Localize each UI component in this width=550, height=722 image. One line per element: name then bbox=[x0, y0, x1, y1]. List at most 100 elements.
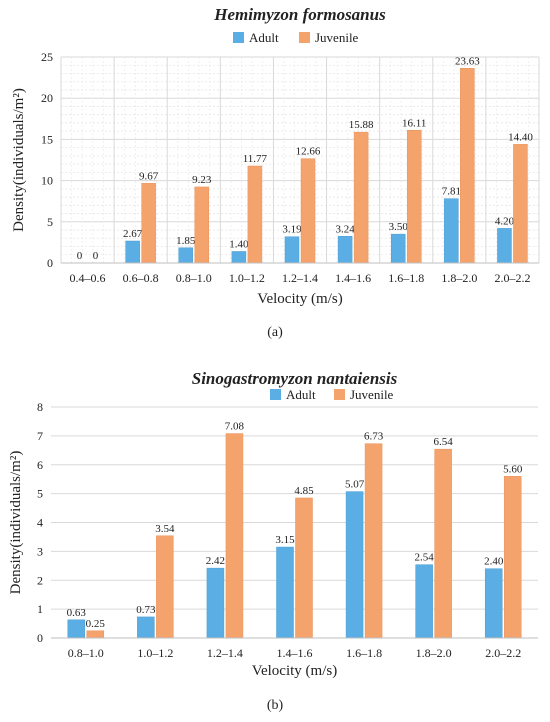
legend-swatch-juvenile bbox=[299, 32, 310, 43]
x-tick-label: 0.8–1.0 bbox=[176, 271, 212, 285]
legend-swatch-adult bbox=[233, 32, 244, 43]
legend-label-adult: Adult bbox=[249, 30, 279, 45]
bar-adult bbox=[337, 236, 353, 264]
y-tick-label: 15 bbox=[41, 132, 53, 146]
bar-juvenile bbox=[460, 68, 475, 264]
x-tick-label: 1.2–1.4 bbox=[282, 271, 318, 285]
bar-juvenile bbox=[295, 497, 313, 639]
data-label-adult: 2.40 bbox=[484, 556, 504, 568]
data-label-juvenile: 6.54 bbox=[434, 436, 454, 448]
data-label-juvenile: 15.88 bbox=[349, 119, 374, 131]
bar-juvenile bbox=[364, 443, 383, 639]
y-tick-label: 6 bbox=[37, 458, 43, 472]
bar-adult bbox=[345, 491, 364, 639]
bar-adult bbox=[415, 564, 433, 639]
chart-title: Hemimyzon formosanus bbox=[213, 5, 386, 24]
data-label-juvenile: 11.77 bbox=[243, 153, 268, 165]
bar-adult bbox=[276, 546, 294, 639]
data-label-juvenile: 0 bbox=[93, 250, 99, 262]
legend-label-adult: Adult bbox=[286, 387, 316, 402]
bar-juvenile bbox=[225, 433, 244, 639]
bar-juvenile bbox=[300, 158, 316, 264]
x-tick-label: 1.0–1.2 bbox=[229, 271, 265, 285]
data-label-adult: 2.67 bbox=[123, 228, 143, 240]
x-tick-label: 1.2–1.4 bbox=[207, 646, 243, 660]
x-tick-label: 1.8–2.0 bbox=[416, 646, 452, 660]
legend-label-juvenile: Juvenile bbox=[350, 387, 394, 402]
y-tick-label: 5 bbox=[37, 487, 43, 501]
data-label-adult: 5.07 bbox=[345, 479, 365, 491]
bar-adult bbox=[125, 240, 140, 264]
data-label-juvenile: 3.54 bbox=[155, 523, 175, 535]
bar-adult bbox=[484, 568, 503, 639]
data-label-juvenile: 0.25 bbox=[86, 618, 106, 630]
x-tick-label: 1.8–2.0 bbox=[441, 271, 477, 285]
x-tick-label: 1.0–1.2 bbox=[137, 646, 173, 660]
y-tick-label: 5 bbox=[47, 215, 53, 229]
chart-panel-b: Sinogastromyzon nantaiensis Adult Juvenile… bbox=[0, 365, 550, 717]
bar-juvenile bbox=[247, 165, 263, 264]
y-tick-label: 8 bbox=[37, 400, 43, 414]
bar-juvenile bbox=[156, 535, 174, 639]
x-tick-label: 0.6–0.8 bbox=[123, 271, 159, 285]
y-tick-label: 1 bbox=[37, 602, 43, 616]
bar-juvenile bbox=[503, 476, 522, 639]
data-label-juvenile: 16.11 bbox=[402, 117, 426, 129]
data-label-adult: 4.20 bbox=[495, 215, 515, 227]
y-tick-label: 7 bbox=[37, 429, 43, 443]
chart-panel-a: Hemimyzon formosanus Adult Juvenile 0 5 10 15 2… bbox=[0, 0, 550, 345]
data-label-adult: 0 bbox=[77, 250, 83, 262]
data-label-adult: 1.85 bbox=[176, 235, 196, 247]
bar-juvenile bbox=[406, 130, 422, 264]
bar-adult bbox=[178, 247, 194, 264]
y-tick-label: 0 bbox=[47, 256, 53, 270]
bar-adult bbox=[284, 236, 300, 264]
panel-label: (a) bbox=[267, 325, 283, 340]
y-tick-label: 25 bbox=[41, 50, 53, 64]
y-tick-label: 4 bbox=[37, 516, 43, 530]
data-label-adult: 1.40 bbox=[229, 238, 249, 250]
data-label-adult: 2.42 bbox=[206, 555, 225, 567]
x-axis-title: Velocity (m/s) bbox=[252, 663, 337, 679]
data-label-adult: 7.81 bbox=[442, 186, 461, 198]
bar-juvenile bbox=[353, 131, 369, 264]
legend-label-juvenile: Juvenile bbox=[315, 30, 359, 45]
data-label-juvenile: 7.08 bbox=[225, 421, 245, 433]
y-axis-title: Density(individuals/m²) bbox=[8, 451, 24, 595]
chart-title: Sinogastromyzon nantaiensis bbox=[192, 369, 398, 388]
data-label-adult: 0.73 bbox=[136, 604, 156, 616]
bar-juvenile bbox=[86, 630, 105, 639]
x-tick-label: 0.8–1.0 bbox=[68, 646, 104, 660]
bar-juvenile bbox=[141, 183, 156, 264]
x-tick-label: 1.4–1.6 bbox=[335, 271, 371, 285]
bar-adult bbox=[444, 198, 459, 264]
bar-adult bbox=[206, 567, 225, 639]
y-tick-label: 0 bbox=[37, 631, 43, 645]
bar-juvenile bbox=[434, 448, 452, 639]
data-label-adult: 3.15 bbox=[275, 534, 295, 546]
data-label-adult: 3.19 bbox=[282, 224, 302, 236]
x-tick-label: 1.4–1.6 bbox=[277, 646, 313, 660]
y-axis-title: Density(individuals/m²) bbox=[11, 88, 27, 232]
data-label-juvenile: 4.85 bbox=[294, 485, 314, 497]
bar-juvenile bbox=[513, 144, 528, 264]
bar-adult bbox=[137, 616, 155, 639]
data-label-juvenile: 23.63 bbox=[455, 55, 480, 67]
data-label-adult: 3.50 bbox=[389, 221, 409, 233]
data-label-adult: 2.54 bbox=[415, 552, 435, 564]
y-tick-label: 10 bbox=[41, 174, 53, 188]
y-tick-label: 20 bbox=[41, 91, 53, 105]
panel-label: (b) bbox=[267, 698, 284, 713]
legend-swatch-juvenile bbox=[334, 389, 345, 400]
x-tick-label: 0.4–0.6 bbox=[70, 271, 106, 285]
y-tick-label: 3 bbox=[37, 544, 43, 558]
y-tick-label: 2 bbox=[37, 573, 43, 587]
x-tick-label: 1.6–1.8 bbox=[346, 646, 382, 660]
x-tick-label: 1.6–1.8 bbox=[388, 271, 424, 285]
bar-adult bbox=[231, 251, 247, 264]
x-tick-label: 2.0–2.2 bbox=[485, 646, 521, 660]
chart-a-svg: Hemimyzon formosanus Adult Juvenile 0 5 10 15 2… bbox=[11, 5, 540, 340]
data-label-juvenile: 9.67 bbox=[139, 170, 159, 182]
bar-adult bbox=[497, 228, 512, 264]
